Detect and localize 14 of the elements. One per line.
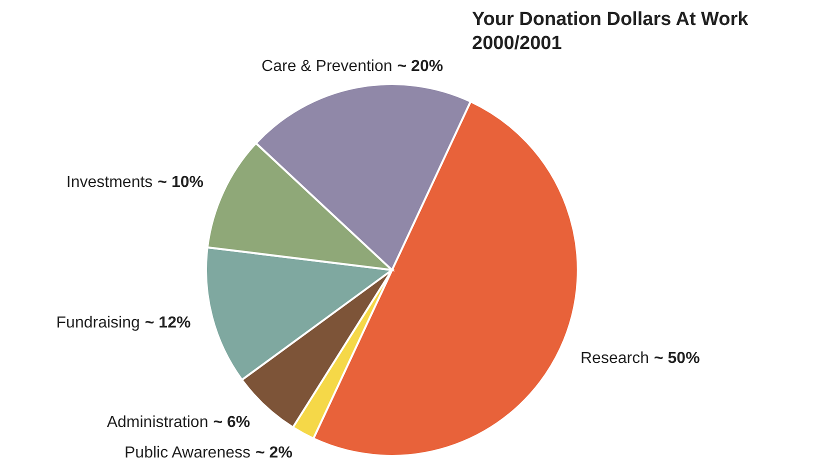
chart-title: Your Donation Dollars At Work — [472, 8, 748, 32]
slice-label: Public Awareness — [124, 444, 251, 462]
slice-label: Investments — [66, 174, 153, 191]
slice-label: Research — [580, 349, 649, 366]
data-label: ~ 50% — [654, 349, 700, 366]
data-label: ~ 2% — [256, 444, 292, 462]
data-label: ~ 10% — [158, 174, 204, 191]
data-label: ~ 20% — [397, 57, 444, 74]
slice-label: Administration — [106, 414, 208, 431]
data-label: ~ 6% — [213, 414, 250, 431]
slice-label: Care & Prevention — [262, 57, 392, 74]
slice-label: Fundraising — [56, 314, 140, 331]
chart-subtitle: 2000/2001 — [472, 32, 563, 56]
data-label: ~ 12% — [144, 314, 191, 331]
